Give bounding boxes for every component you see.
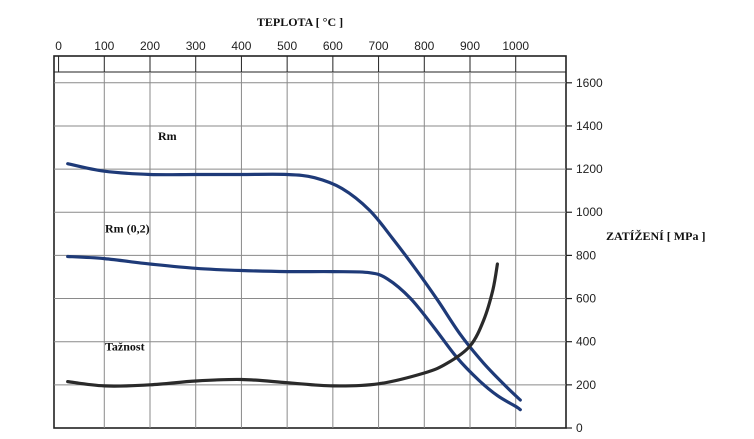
y-tick-label: 600 [576,292,596,306]
y-tick-label: 1000 [576,205,603,219]
plot-area [53,55,567,429]
x-tick-label: 1000 [502,39,529,53]
series-line-0 [66,162,522,402]
series-lines [66,162,522,412]
x-tick-label: 100 [94,39,114,53]
x-tick-label: 800 [414,39,434,53]
y-axis-title: ZATÍŽENÍ [ MPa ] [606,229,705,243]
x-tick-label: 700 [369,39,389,53]
series-label-2: Tažnost [105,339,145,353]
y-tick-label: 1600 [576,76,603,90]
x-tick-label: 500 [277,39,297,53]
y-tick-label: 1400 [576,119,603,133]
x-axis-title: TEPLOTA [ °C ] [257,15,343,29]
y-tick-label: 1200 [576,162,603,176]
x-tick-label: 0 [55,39,62,53]
series-line-2 [66,262,499,388]
y-axis-ticks: 0 200 400 600 800 1000 1200 1400 1600 [566,76,603,435]
y-tick-label: 400 [576,335,596,349]
y-tick-label: 800 [576,248,596,262]
series-labels: Rm Rm (0,2) Tažnost [105,129,177,353]
x-tick-label: 600 [323,39,343,53]
series-label-0: Rm [158,129,177,143]
series-line-1 [66,254,522,412]
top-axis-band [53,55,567,73]
y-tick-label: 200 [576,378,596,392]
x-tick-label: 900 [460,39,480,53]
x-axis-ticks: 0 100 200 300 400 500 600 700 800 900 1000 [55,39,529,72]
series-label-1: Rm (0,2) [105,222,150,236]
y-tick-label: 0 [576,421,583,435]
grid-lines [54,72,566,428]
x-tick-label: 300 [186,39,206,53]
x-tick-label: 200 [140,39,160,53]
x-tick-label: 400 [231,39,251,53]
